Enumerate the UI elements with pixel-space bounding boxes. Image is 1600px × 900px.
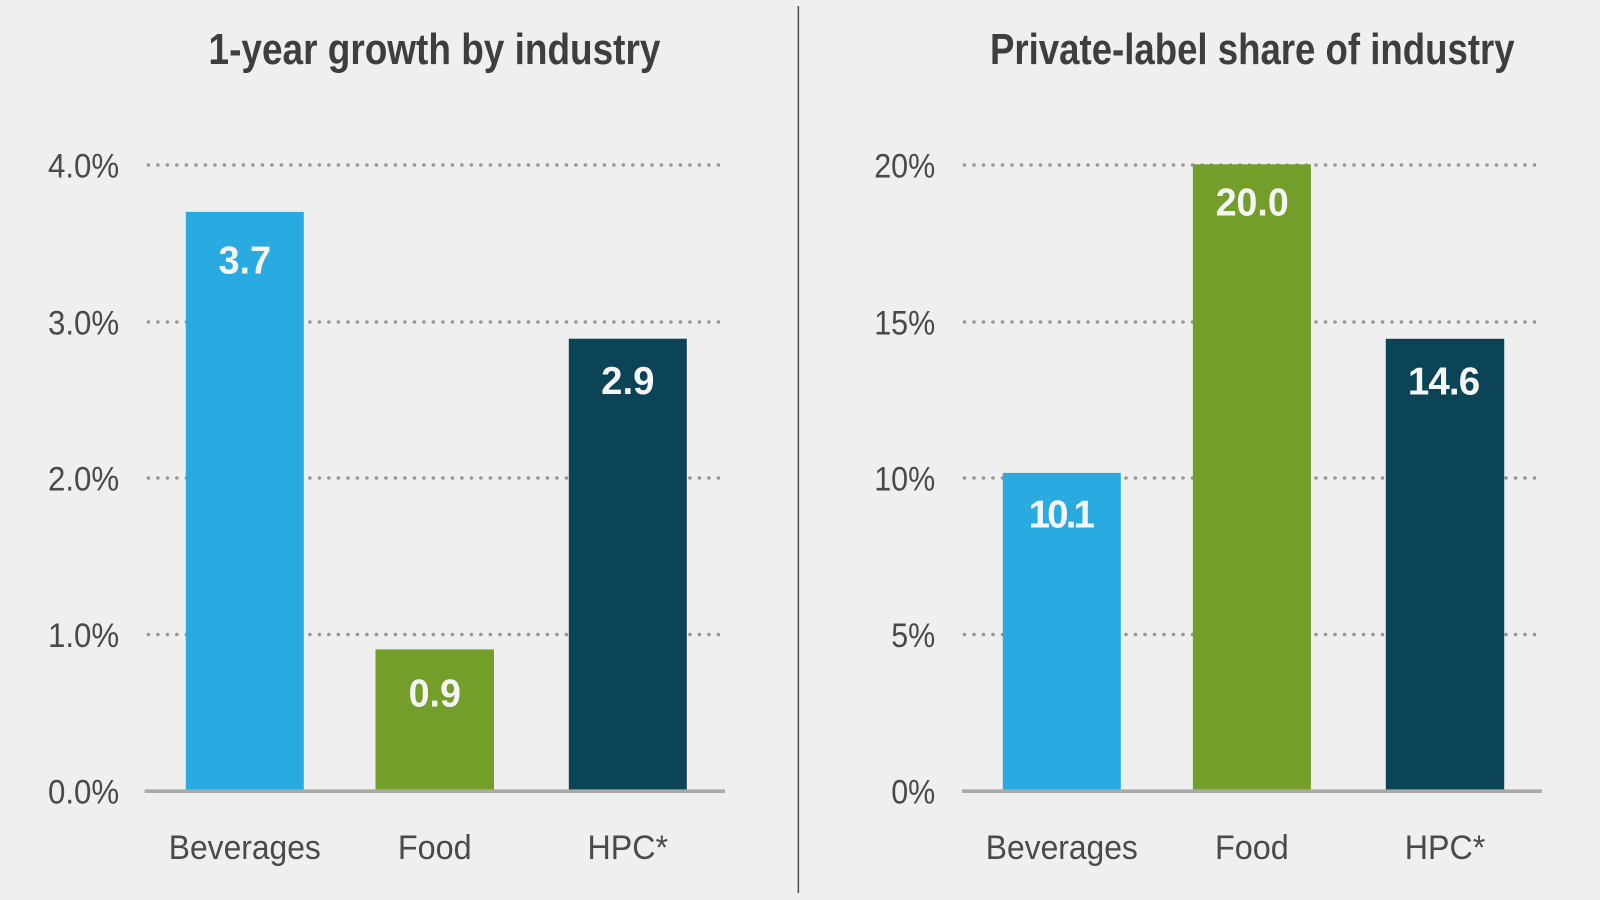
svg-text:0%: 0% [891, 774, 935, 812]
svg-text:14.6: 14.6 [1408, 360, 1480, 403]
svg-text:15%: 15% [874, 304, 935, 342]
svg-text:Private-label share of industr: Private-label share of industry [990, 25, 1515, 74]
svg-text:HPC*: HPC* [588, 829, 669, 867]
svg-text:0.9: 0.9 [409, 673, 461, 716]
svg-text:20%: 20% [874, 147, 935, 185]
svg-text:Food: Food [398, 829, 472, 867]
svg-text:20.0: 20.0 [1216, 181, 1289, 224]
svg-text:Food: Food [1215, 829, 1289, 867]
svg-text:Beverages: Beverages [169, 829, 321, 867]
svg-text:1.0%: 1.0% [48, 617, 119, 655]
svg-text:3.7: 3.7 [218, 240, 271, 283]
svg-text:HPC*: HPC* [1405, 829, 1486, 867]
svg-text:2.9: 2.9 [601, 360, 654, 403]
svg-text:Beverages: Beverages [986, 829, 1138, 867]
svg-text:10.1: 10.1 [1029, 494, 1095, 537]
svg-text:1-year growth by industry: 1-year growth by industry [209, 25, 661, 74]
svg-text:3.0%: 3.0% [48, 304, 119, 342]
svg-text:10%: 10% [874, 460, 935, 498]
svg-text:5%: 5% [891, 617, 935, 655]
svg-text:4.0%: 4.0% [48, 147, 119, 185]
svg-text:0.0%: 0.0% [48, 774, 119, 812]
svg-text:2.0%: 2.0% [48, 460, 119, 498]
